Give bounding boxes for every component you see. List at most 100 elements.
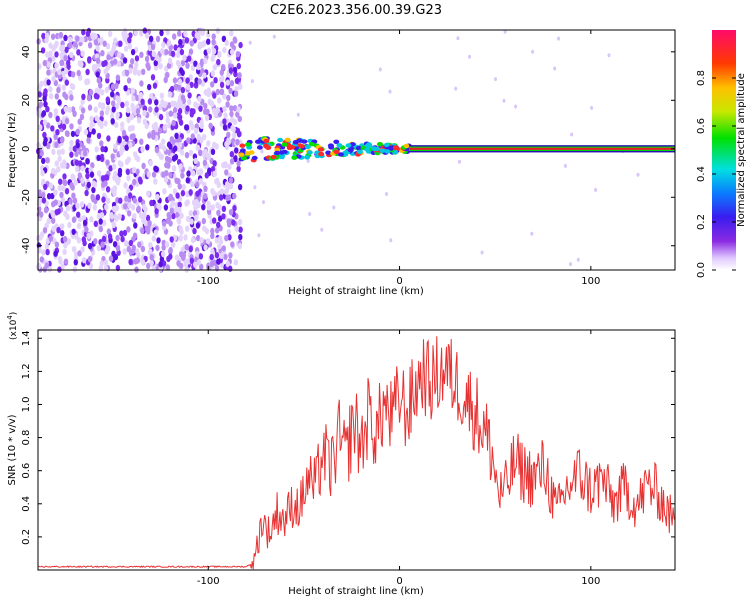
y-tick-label: 40 [21, 45, 32, 58]
spectral-point [197, 169, 202, 176]
spectral-point [37, 91, 42, 98]
spectral-point [186, 137, 191, 144]
spectral-point [154, 166, 159, 173]
spectral-point [72, 266, 78, 273]
spectral-point [186, 170, 191, 177]
spectral-point [81, 107, 86, 114]
spectral-point [148, 242, 153, 249]
spectral-point [301, 139, 308, 144]
spectral-point [223, 112, 228, 119]
spectral-point [56, 86, 61, 94]
spectral-point [148, 160, 153, 167]
spectral-point [91, 186, 96, 194]
spectral-point [118, 40, 123, 47]
spectral-point [171, 119, 176, 127]
spectral-point [159, 92, 165, 99]
spectral-point [185, 77, 190, 84]
spectral-point [569, 262, 572, 267]
spectral-point [377, 142, 383, 147]
spectral-point [197, 95, 202, 103]
spectral-point [46, 217, 51, 225]
spectral-point [120, 235, 125, 243]
spectral-point [106, 228, 112, 235]
spectral-point [62, 248, 67, 256]
spectral-point [494, 77, 497, 82]
spectral-point [213, 77, 218, 84]
spectral-point [156, 202, 161, 210]
spectral-point [388, 89, 392, 94]
spectral-point [105, 186, 111, 193]
spectral-point [62, 173, 67, 180]
spectral-point [115, 234, 120, 242]
spectral-point [530, 231, 534, 236]
spectral-point [197, 78, 202, 85]
spectral-point [81, 144, 86, 152]
spectral-point [184, 124, 189, 131]
spectral-point [180, 59, 186, 67]
spectral-point [72, 197, 78, 204]
snr-ticks: -100 0 100 0.2 0.4 0.6 0.8 1.0 1.2 1.4 [21, 330, 675, 587]
spectral-point [178, 38, 183, 46]
spectral-point [59, 162, 65, 169]
chart-title: C2E6.2023.356.00.39.G23 [270, 3, 442, 18]
spectral-point [129, 113, 134, 121]
spectral-point [140, 227, 145, 234]
spectral-point [296, 138, 303, 143]
spectral-point [105, 245, 111, 252]
spectral-point [126, 107, 131, 114]
spectral-point [112, 163, 117, 170]
spectral-point [161, 138, 166, 145]
spectral-point [118, 197, 123, 204]
spectral-point [43, 101, 48, 108]
y-tick-label: 1.2 [21, 363, 32, 379]
spectral-point [196, 63, 201, 71]
spectral-point [74, 233, 79, 240]
spectral-point [237, 218, 243, 226]
spectral-point [149, 259, 154, 267]
colorbar-tick-label: 0.4 [696, 166, 707, 182]
spectral-point [102, 40, 107, 47]
spectral-point [149, 199, 154, 207]
snr-series-line [37, 336, 676, 570]
spectral-point [101, 235, 107, 243]
spectral-point [127, 125, 133, 132]
spectral-point [183, 30, 188, 38]
spectral-point [171, 155, 177, 162]
spectral-point [145, 214, 151, 222]
spectral-point [120, 101, 125, 109]
spectral-point [188, 210, 193, 217]
spectral-point [194, 127, 199, 135]
spectral-point [147, 220, 152, 227]
spectral-point [237, 115, 242, 123]
spectral-point [239, 143, 246, 148]
spectral-point [304, 144, 311, 150]
spectral-point [138, 196, 143, 203]
spectral-point [89, 216, 94, 223]
spectral-point [128, 67, 133, 74]
spectral-point [127, 210, 132, 217]
spectral-point [217, 204, 222, 211]
spectral-point [36, 38, 41, 45]
spectral-point [132, 197, 137, 204]
spectral-point [130, 204, 136, 211]
spectral-point [144, 32, 150, 39]
spectral-point [195, 250, 200, 258]
spectral-point [79, 201, 85, 208]
spectral-point [225, 79, 230, 86]
carrier-band-core [409, 147, 675, 150]
snr-ylabel: SNR (10 * v/v) [7, 414, 18, 485]
spectral-point [110, 91, 115, 98]
spectral-point [60, 196, 65, 204]
spectral-point [186, 83, 191, 91]
spectral-point [166, 62, 172, 69]
spectral-point [245, 142, 251, 147]
spectral-point [44, 32, 50, 40]
spectral-point [100, 145, 105, 153]
spectral-point [177, 78, 183, 86]
spectral-point [154, 146, 160, 154]
spectral-point [99, 110, 105, 117]
y-tick-label: -40 [21, 238, 32, 254]
spectral-point [54, 241, 60, 248]
spectral-point [212, 92, 217, 99]
spectral-point [105, 159, 110, 166]
